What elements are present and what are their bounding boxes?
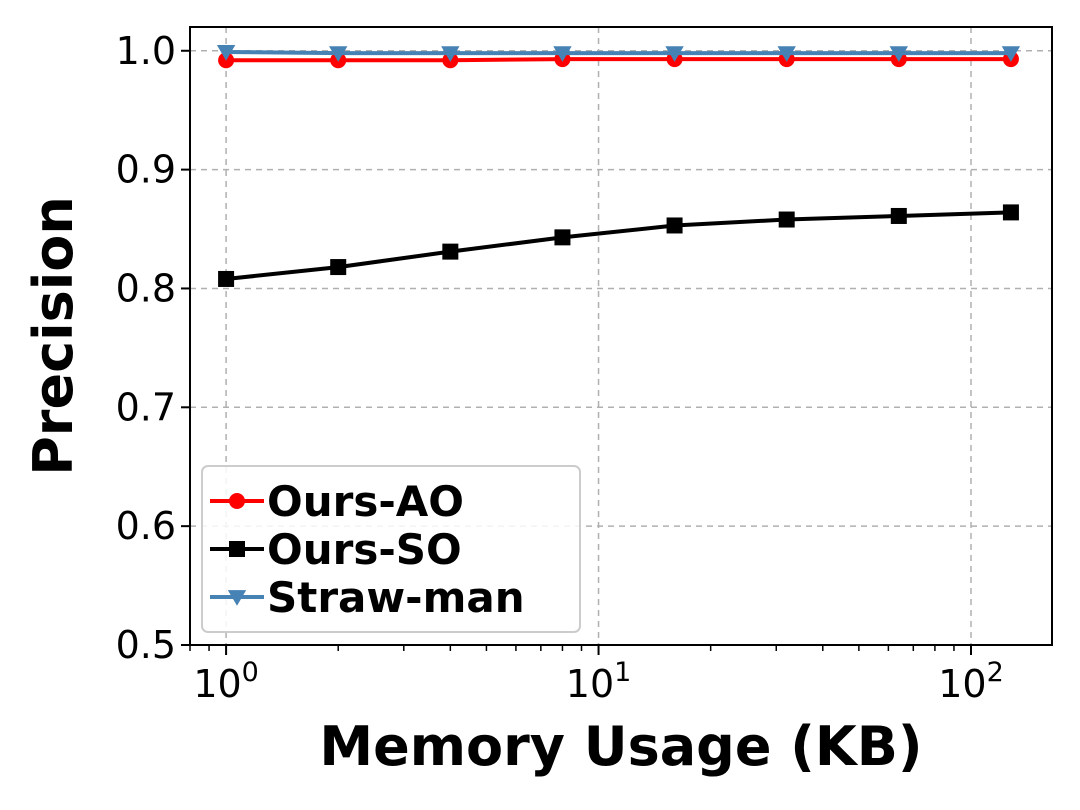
x-axis-ticks: 100 101 102 <box>189 645 1004 706</box>
series-line <box>226 57 1011 63</box>
y-axis-label: Precision <box>22 196 85 476</box>
data-point <box>778 211 795 228</box>
series-ours-so <box>218 204 1019 287</box>
legend-label: Ours-SO <box>267 525 462 574</box>
x-tick-label: 100 <box>193 657 259 706</box>
y-tick-label: 0.8 <box>116 266 176 310</box>
data-point <box>218 270 235 287</box>
x-tick-base: 10 <box>938 662 986 706</box>
x-tick-label: 102 <box>938 657 1004 706</box>
x-tick-exponent: 0 <box>242 657 259 688</box>
data-point <box>330 259 347 276</box>
y-tick-label: 0.9 <box>116 148 176 192</box>
data-point <box>229 493 245 509</box>
data-point <box>777 46 796 62</box>
data-point <box>1002 204 1019 221</box>
data-point <box>665 46 684 62</box>
legend-entry: Straw-man <box>210 573 525 622</box>
data-point <box>666 217 683 234</box>
x-tick-exponent: 2 <box>987 657 1004 688</box>
data-point <box>216 45 236 61</box>
x-tick-label: 101 <box>566 657 632 706</box>
data-point <box>553 46 572 62</box>
data-point <box>554 229 571 246</box>
data-point <box>442 243 459 260</box>
legend-entry: Ours-AO <box>210 477 464 526</box>
series-line <box>225 210 1011 281</box>
data-point <box>890 207 907 224</box>
series-layer <box>216 45 1021 287</box>
legend-box <box>201 465 581 633</box>
y-tick-label: 0.6 <box>116 504 176 548</box>
series-straw-man <box>216 45 1021 62</box>
data-point <box>441 46 460 62</box>
x-axis-label: Memory Usage (KB) <box>319 715 922 778</box>
legend-label: Ours-AO <box>267 477 464 526</box>
x-tick-base: 10 <box>193 662 241 706</box>
plot-frame <box>189 26 1053 646</box>
data-point <box>227 590 247 606</box>
x-tick-base: 10 <box>566 662 614 706</box>
data-point <box>229 541 245 557</box>
data-point <box>1001 46 1021 62</box>
y-tick-label: 0.7 <box>116 385 176 429</box>
x-tick-exponent: 1 <box>614 657 631 688</box>
data-point <box>329 46 348 62</box>
y-tick-label: 0.5 <box>116 623 176 667</box>
data-point <box>889 46 909 62</box>
legend-label: Straw-man <box>267 573 525 622</box>
y-tick-label: 1.0 <box>116 29 176 73</box>
series-line <box>226 50 1011 56</box>
legend-entry: Ours-SO <box>210 525 462 574</box>
y-axis-ticks: 0.5 0.6 0.7 0.8 0.9 1.0 <box>116 29 190 667</box>
